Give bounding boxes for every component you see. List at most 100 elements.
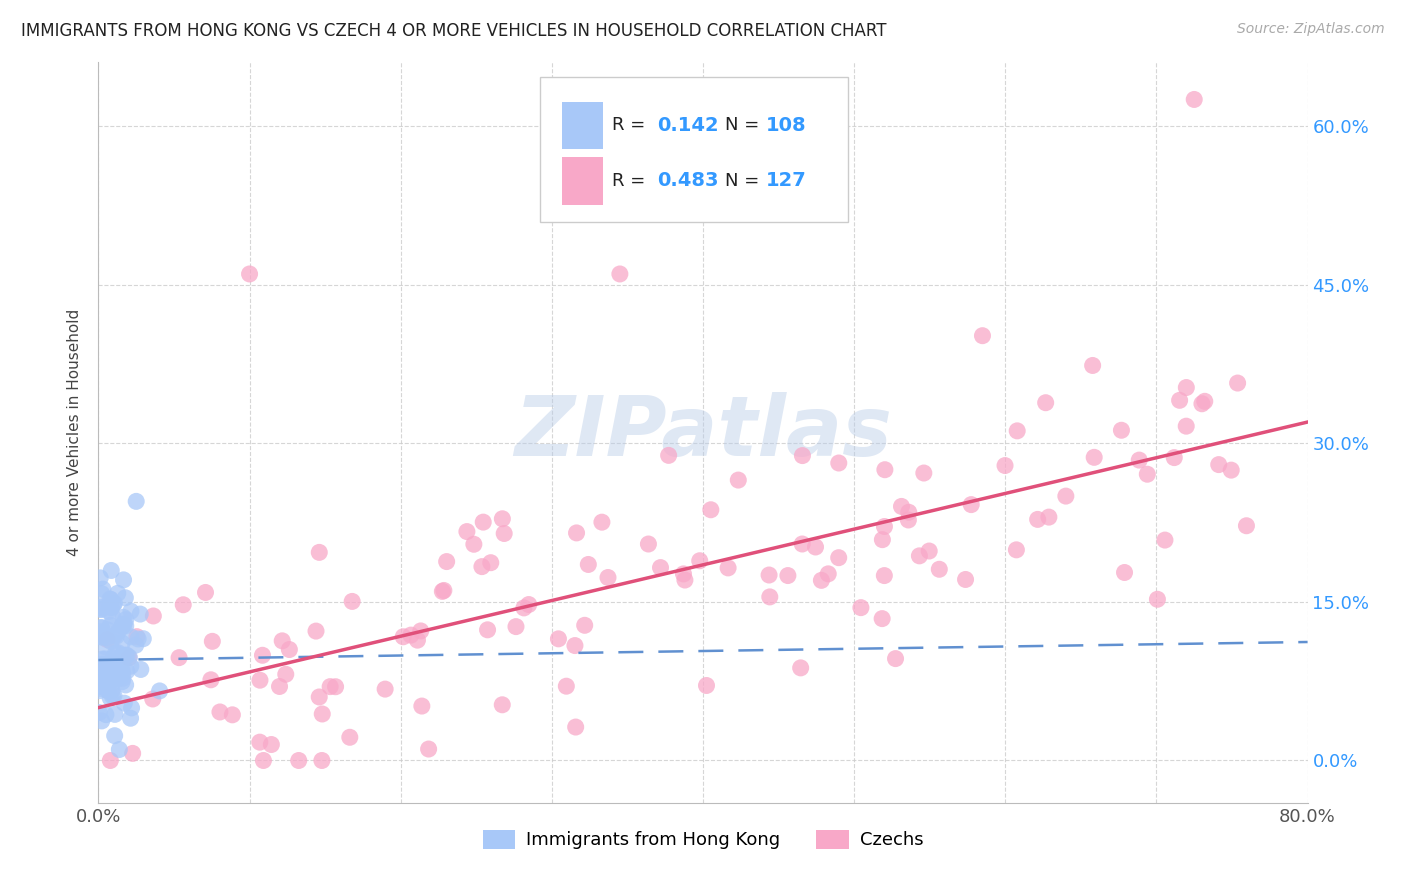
Immigrants from Hong Kong: [149, 684, 172, 698]
Immigrants from Hong Kong: [114, 619, 136, 633]
Czechs: [491, 698, 513, 712]
Immigrants from Hong Kong: [94, 657, 117, 672]
Immigrants from Hong Kong: [89, 683, 111, 698]
Immigrants from Hong Kong: [105, 672, 128, 686]
Czechs: [260, 738, 283, 752]
Czechs: [118, 650, 141, 665]
Immigrants from Hong Kong: [101, 683, 124, 698]
Text: ZIPatlas: ZIPatlas: [515, 392, 891, 473]
Immigrants from Hong Kong: [100, 660, 122, 674]
Immigrants from Hong Kong: [90, 602, 112, 616]
Czechs: [1128, 453, 1150, 467]
Czechs: [1005, 424, 1028, 438]
Czechs: [908, 549, 931, 563]
Czechs: [817, 566, 839, 581]
Czechs: [1035, 395, 1057, 409]
Czechs: [406, 633, 429, 648]
Czechs: [609, 267, 631, 281]
Czechs: [472, 515, 495, 529]
Immigrants from Hong Kong: [98, 618, 121, 632]
Immigrants from Hong Kong: [112, 573, 135, 587]
Immigrants from Hong Kong: [114, 591, 136, 605]
Czechs: [142, 692, 165, 706]
Czechs: [960, 498, 983, 512]
Czechs: [547, 632, 569, 646]
Czechs: [1154, 533, 1177, 547]
Czechs: [477, 623, 499, 637]
Immigrants from Hong Kong: [108, 742, 131, 756]
Czechs: [792, 537, 814, 551]
Czechs: [972, 328, 994, 343]
Czechs: [167, 650, 190, 665]
Immigrants from Hong Kong: [111, 671, 134, 685]
Immigrants from Hong Kong: [104, 658, 127, 673]
Czechs: [252, 754, 274, 768]
Immigrants from Hong Kong: [89, 600, 111, 615]
Immigrants from Hong Kong: [110, 658, 132, 673]
Immigrants from Hong Kong: [96, 668, 118, 682]
Immigrants from Hong Kong: [105, 629, 128, 643]
Immigrants from Hong Kong: [90, 621, 112, 635]
Czechs: [271, 633, 294, 648]
Immigrants from Hong Kong: [115, 648, 138, 663]
Czechs: [411, 699, 433, 714]
Czechs: [491, 512, 513, 526]
Czechs: [884, 651, 907, 665]
Czechs: [591, 515, 613, 529]
Immigrants from Hong Kong: [101, 660, 124, 674]
Czechs: [409, 624, 432, 638]
Czechs: [432, 584, 454, 599]
Czechs: [418, 742, 440, 756]
Immigrants from Hong Kong: [107, 645, 129, 659]
Czechs: [776, 568, 799, 582]
Immigrants from Hong Kong: [111, 636, 134, 650]
Text: 0.483: 0.483: [657, 171, 718, 190]
Czechs: [897, 513, 920, 527]
Immigrants from Hong Kong: [118, 650, 141, 665]
Immigrants from Hong Kong: [100, 592, 122, 607]
Czechs: [873, 463, 896, 477]
Text: IMMIGRANTS FROM HONG KONG VS CZECH 4 OR MORE VEHICLES IN HOUSEHOLD CORRELATION C: IMMIGRANTS FROM HONG KONG VS CZECH 4 OR …: [21, 22, 887, 40]
Immigrants from Hong Kong: [120, 604, 142, 618]
Immigrants from Hong Kong: [91, 666, 114, 681]
Czechs: [565, 525, 588, 540]
Immigrants from Hong Kong: [100, 600, 122, 615]
Immigrants from Hong Kong: [96, 631, 118, 645]
Czechs: [340, 594, 363, 608]
Czechs: [596, 570, 619, 584]
Immigrants from Hong Kong: [105, 655, 128, 669]
Czechs: [689, 554, 711, 568]
Czechs: [828, 456, 851, 470]
Czechs: [1220, 463, 1243, 477]
Immigrants from Hong Kong: [114, 648, 136, 662]
Immigrants from Hong Kong: [125, 494, 148, 508]
Czechs: [311, 754, 333, 768]
Czechs: [574, 618, 596, 632]
Czechs: [494, 526, 516, 541]
Czechs: [1005, 542, 1028, 557]
Czechs: [308, 545, 330, 559]
Legend: Immigrants from Hong Kong, Czechs: Immigrants from Hong Kong, Czechs: [475, 823, 931, 856]
Immigrants from Hong Kong: [115, 664, 138, 678]
Czechs: [789, 661, 811, 675]
Immigrants from Hong Kong: [111, 648, 134, 663]
Czechs: [269, 680, 291, 694]
Czechs: [239, 267, 262, 281]
Immigrants from Hong Kong: [98, 673, 121, 688]
Czechs: [249, 735, 271, 749]
Czechs: [1175, 380, 1198, 394]
Immigrants from Hong Kong: [91, 665, 114, 680]
Czechs: [1163, 450, 1185, 465]
FancyBboxPatch shape: [540, 78, 848, 221]
Czechs: [319, 680, 342, 694]
Immigrants from Hong Kong: [129, 663, 152, 677]
Immigrants from Hong Kong: [94, 707, 117, 722]
Immigrants from Hong Kong: [129, 607, 152, 621]
Czechs: [658, 449, 681, 463]
Czechs: [252, 648, 274, 663]
Immigrants from Hong Kong: [120, 630, 142, 644]
Immigrants from Hong Kong: [103, 689, 125, 703]
Czechs: [479, 556, 502, 570]
Immigrants from Hong Kong: [110, 665, 132, 680]
Immigrants from Hong Kong: [90, 621, 112, 635]
